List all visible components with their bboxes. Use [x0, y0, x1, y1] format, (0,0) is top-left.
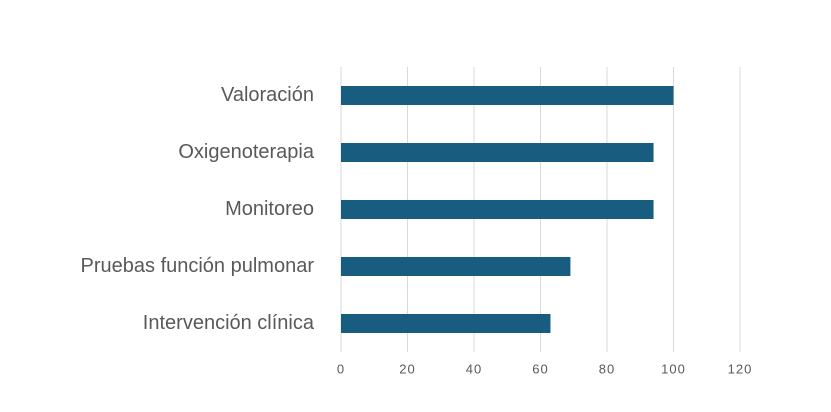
- bar: [341, 86, 674, 105]
- x-tick-label: 0: [337, 361, 345, 376]
- bar: [341, 200, 654, 219]
- y-tick-label: Pruebas función pulmonar: [81, 255, 315, 277]
- x-tick-label: 80: [599, 361, 615, 376]
- x-tick-label: 100: [661, 361, 686, 376]
- x-tick-label: 20: [399, 361, 415, 376]
- bar: [341, 257, 571, 276]
- x-tick-label: 40: [466, 361, 482, 376]
- bar: [341, 314, 551, 333]
- y-tick-label: Monitoreo: [225, 198, 314, 220]
- y-tick-label: Oxigenoterapia: [178, 141, 315, 163]
- y-tick-label: Intervención clínica: [143, 312, 315, 334]
- bar: [341, 143, 654, 162]
- x-tick-label: 120: [728, 361, 753, 376]
- x-tick-label: 60: [532, 361, 548, 376]
- y-tick-label: Valoración: [221, 84, 314, 106]
